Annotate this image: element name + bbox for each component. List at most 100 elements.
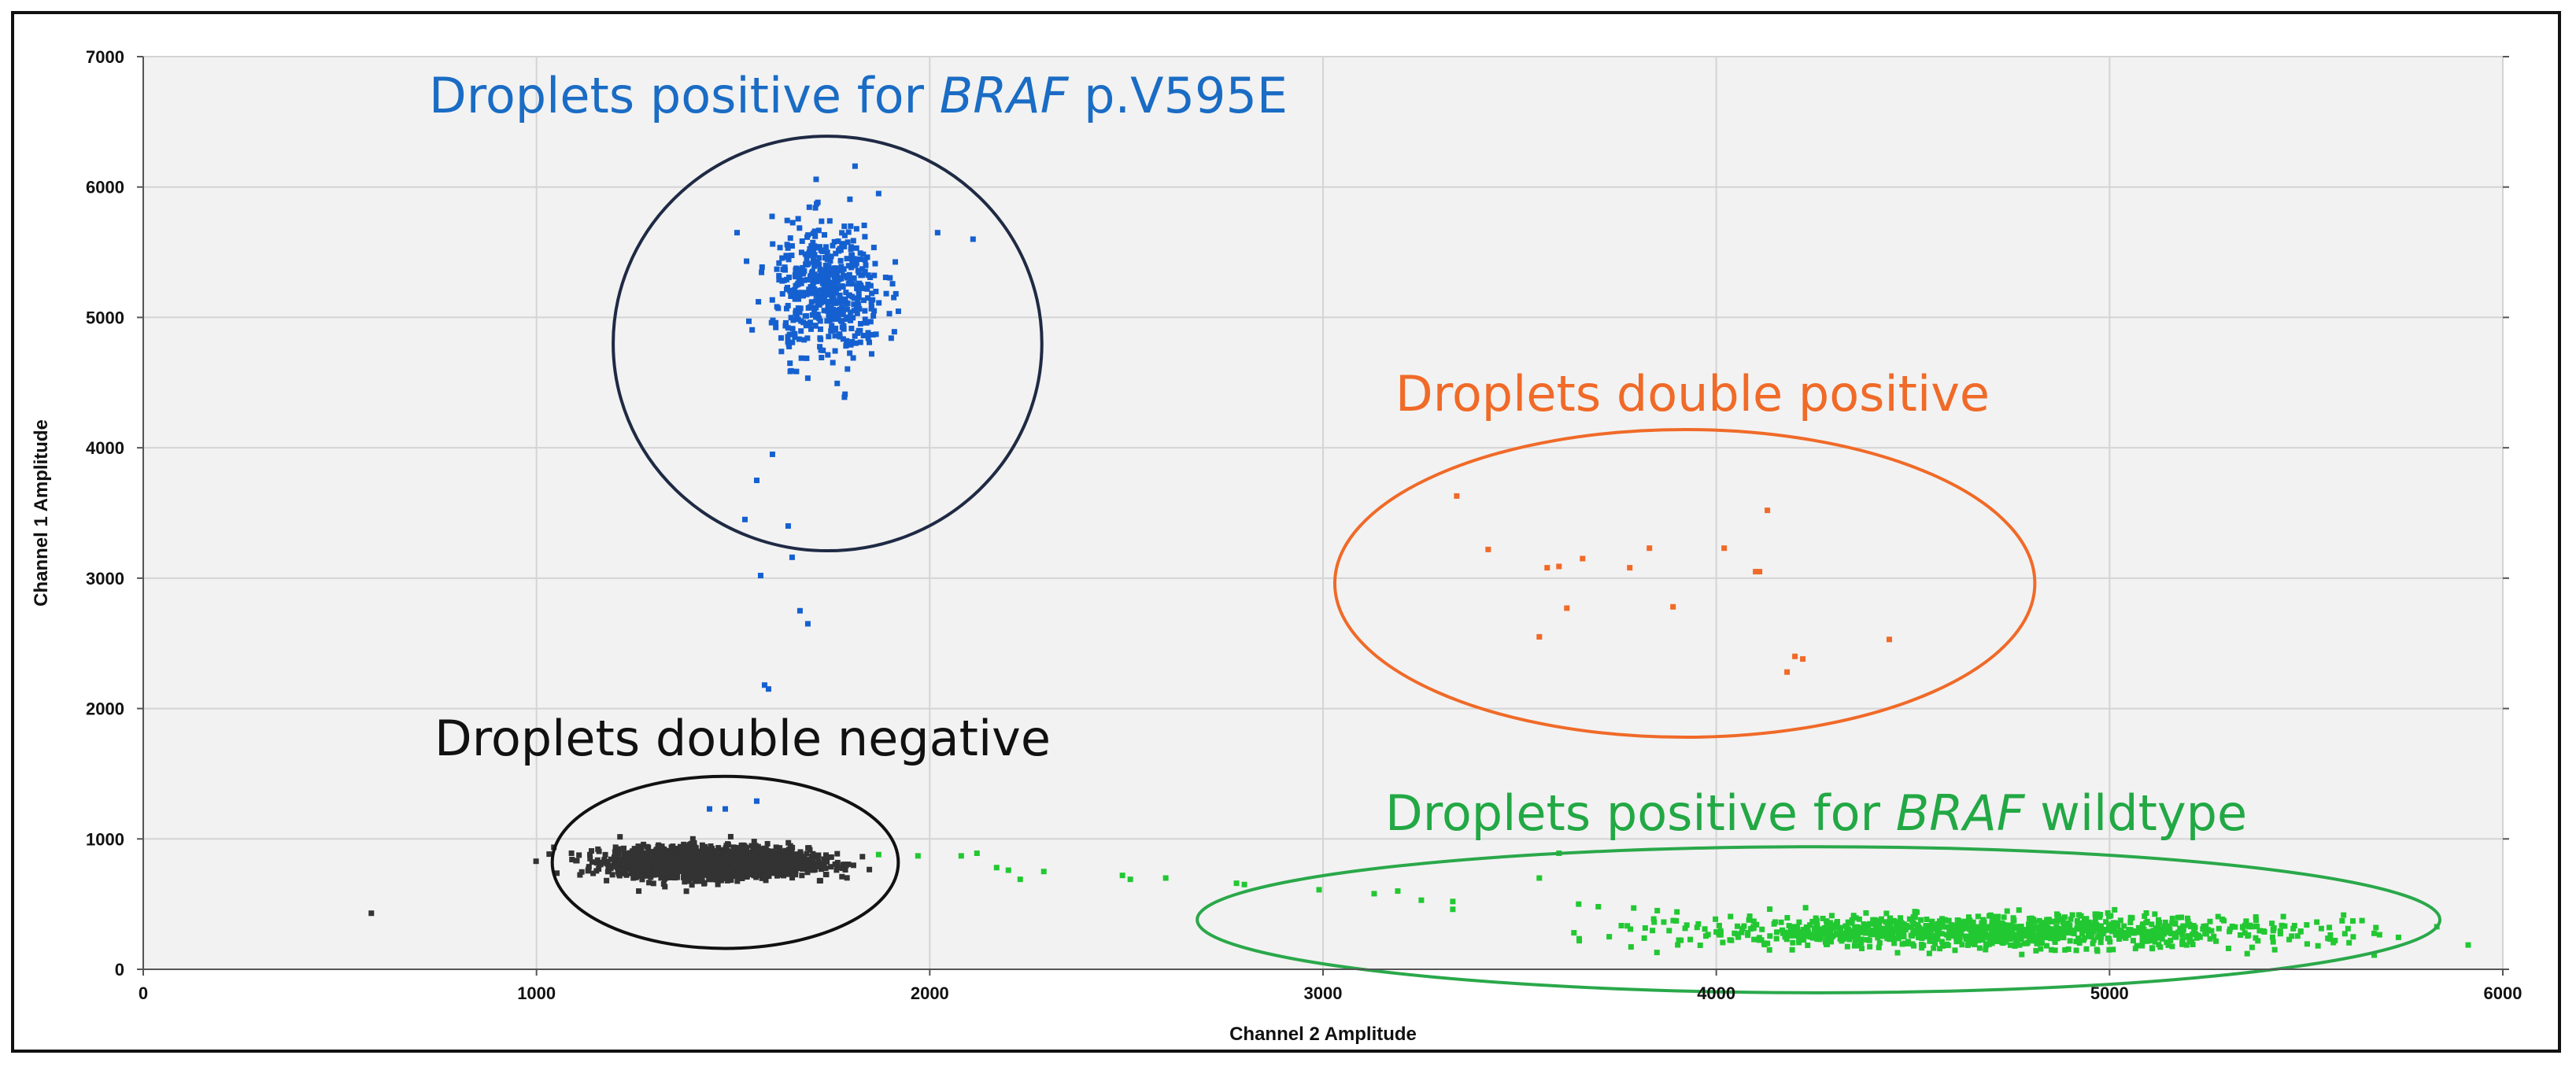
point-wildtype <box>1947 924 1953 931</box>
point-mutant <box>759 264 765 271</box>
point-wildtype <box>1767 906 1773 913</box>
point-wildtype <box>2152 935 2158 942</box>
point-wildtype <box>2105 910 2111 916</box>
point-double-negative <box>682 849 689 855</box>
point-mutant <box>785 245 791 251</box>
point-double-negative <box>689 882 695 888</box>
point-double-negative <box>722 876 728 882</box>
point-mutant <box>770 241 776 247</box>
point-mutant <box>812 245 819 251</box>
point-mutant <box>841 243 848 249</box>
point-mutant <box>811 286 818 293</box>
point-wildtype <box>1930 922 1936 928</box>
point-wildtype <box>1985 932 1991 938</box>
point-mutant <box>734 230 740 236</box>
point-double-negative <box>785 839 792 846</box>
point-wildtype <box>1976 945 1983 951</box>
x-tick-label: 0 <box>139 983 148 1003</box>
point-wildtype <box>2086 932 2093 939</box>
point-mutant <box>815 312 821 318</box>
point-double-negative <box>586 864 592 870</box>
point-mutant <box>848 264 855 271</box>
point-mutant <box>822 298 829 304</box>
point-wildtype <box>2269 934 2275 940</box>
point-wildtype <box>2193 935 2200 941</box>
point-wildtype <box>974 850 980 857</box>
point-double-negative <box>743 861 749 867</box>
point-wildtype <box>1759 926 1765 932</box>
point-mutant <box>793 368 800 374</box>
point-mutant <box>761 682 767 688</box>
point-mutant <box>826 308 833 315</box>
point-double-negative <box>843 862 849 869</box>
point-double-negative <box>629 850 635 856</box>
point-mutant <box>829 293 835 299</box>
point-wildtype <box>2075 935 2081 942</box>
point-mutant <box>753 478 759 484</box>
point-wildtype <box>2076 940 2083 946</box>
point-wildtype <box>2097 939 2104 946</box>
point-mutant <box>833 250 839 256</box>
point-wildtype <box>2035 932 2042 939</box>
point-double-negative <box>834 850 841 857</box>
point-wildtype <box>1828 928 1834 935</box>
x-axis-label: Channel 2 Amplitude <box>1229 1024 1417 1045</box>
point-mutant <box>805 253 811 259</box>
point-mutant <box>788 293 794 299</box>
point-double-negative <box>633 860 639 866</box>
point-wildtype <box>2038 921 2045 927</box>
x-tick-label: 1000 <box>517 983 556 1003</box>
point-mutant <box>813 176 819 183</box>
point-double-negative <box>628 858 634 865</box>
point-mutant <box>826 298 832 304</box>
point-wildtype <box>2243 918 2249 924</box>
point-mutant <box>882 275 889 281</box>
point-mutant <box>811 279 817 285</box>
point-mutant <box>857 250 863 256</box>
point-double-negative <box>612 862 618 868</box>
point-double-negative <box>694 860 700 866</box>
point-double-negative <box>652 862 658 868</box>
point-wildtype <box>1761 940 1767 946</box>
point-mutant <box>769 213 775 220</box>
point-double-negative <box>635 843 641 850</box>
point-mutant <box>789 253 795 259</box>
point-mutant <box>832 265 838 271</box>
point-wildtype <box>1820 915 1826 921</box>
point-double-negative <box>653 867 660 873</box>
point-double-negative <box>587 855 593 862</box>
point-mutant <box>787 288 793 294</box>
point-double-negative <box>778 849 785 855</box>
point-wildtype <box>1801 937 1807 943</box>
point-double-negative <box>705 868 711 874</box>
point-wildtype <box>2330 939 2337 946</box>
point-double-negative <box>654 851 660 858</box>
point-mutant <box>804 621 811 627</box>
point-double-negative <box>698 871 704 877</box>
point-mutant <box>849 252 856 258</box>
point-double-negative <box>715 849 721 855</box>
point-double-negative <box>718 850 724 856</box>
point-wildtype <box>2048 946 2054 953</box>
point-wildtype <box>2010 917 2016 924</box>
point-wildtype <box>2135 924 2142 931</box>
point-wildtype <box>2046 917 2052 923</box>
point-wildtype <box>1728 937 1735 943</box>
point-double-negative <box>804 862 811 868</box>
point-double-negative <box>671 862 678 869</box>
point-mutant <box>841 232 848 238</box>
point-wildtype <box>2069 912 2075 918</box>
point-wildtype <box>2061 914 2068 921</box>
point-wildtype <box>2105 921 2112 928</box>
point-double-negative <box>650 880 656 887</box>
point-wildtype <box>1794 930 1800 936</box>
point-mutant <box>787 368 793 374</box>
point-double-negative <box>776 869 782 876</box>
point-wildtype <box>1937 946 1943 952</box>
point-wildtype <box>1828 939 1835 945</box>
point-wildtype <box>1316 887 1322 893</box>
point-double-negative <box>682 843 688 849</box>
point-wildtype <box>1942 917 1948 923</box>
point-double-negative <box>659 865 665 872</box>
point-double-negative <box>839 873 845 880</box>
